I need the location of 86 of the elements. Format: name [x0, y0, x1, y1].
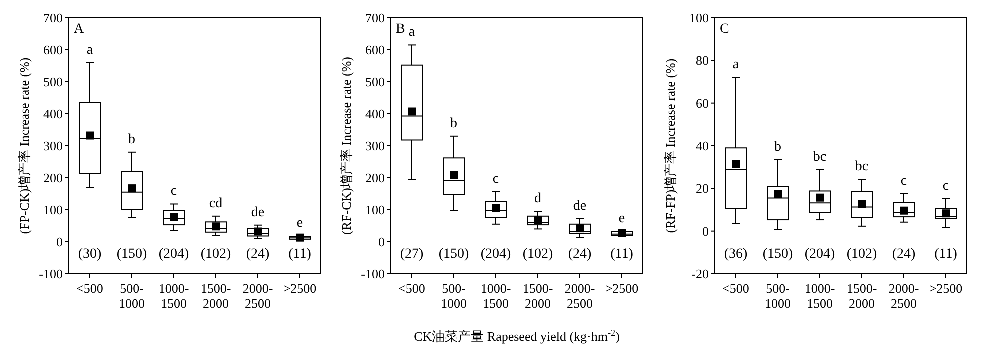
x-tick-label: 1500-2000 — [846, 281, 878, 311]
annotation: c — [492, 172, 500, 187]
y-tick-label: 0 — [702, 224, 709, 239]
annotation: bc — [813, 150, 827, 165]
x-tick-label: >2500 — [605, 281, 639, 296]
y-tick-label: 200 — [44, 170, 63, 186]
y-tick-label: 300 — [366, 138, 385, 154]
x-tick-label: 1000-1500 — [158, 281, 190, 311]
chart-title: A — [74, 22, 85, 37]
y-tick-label: 0 — [56, 234, 63, 250]
y-tick-label: 0 — [378, 234, 385, 250]
annotation: cd — [209, 196, 223, 212]
y-tick-label: 300 — [44, 138, 63, 154]
y-tick-label: 700 — [44, 10, 63, 26]
annotation: (102) — [200, 247, 232, 262]
y-axis-title: (RF-CK)增产率 Increase rate (%) — [339, 57, 354, 235]
annotation: (27) — [400, 247, 424, 262]
annotation: (24) — [246, 247, 270, 262]
annotation: b — [128, 132, 136, 148]
annotation: e — [296, 216, 304, 232]
y-tick-label: 400 — [366, 106, 385, 122]
y-tick-label: 400 — [44, 106, 63, 122]
y-tick-label: 60 — [696, 96, 709, 111]
y-axis-title: (RF-FP)增产率 Increase rate (%) — [663, 58, 678, 234]
chart-title: C — [720, 22, 730, 37]
annotation: (150) — [762, 247, 794, 262]
x-tick-label: 500-1000 — [119, 281, 145, 311]
y-tick-label: 100 — [366, 202, 385, 218]
y-tick-label: -100 — [361, 266, 385, 282]
annotation: (204) — [158, 247, 190, 262]
annotation: c — [900, 174, 908, 189]
x-tick-label: >2500 — [929, 281, 963, 296]
annotation: e — [618, 211, 626, 226]
annotation: (204) — [804, 247, 836, 262]
annotation: a — [86, 42, 94, 58]
annotation: (102) — [522, 247, 554, 262]
x-tick-label: 1000-1500 — [480, 281, 512, 311]
x-tick-label: 2000-2500 — [888, 281, 920, 311]
annotation: de — [573, 198, 587, 214]
annotation: (150) — [438, 247, 470, 262]
y-tick-label: 600 — [366, 42, 385, 58]
annotation: (11) — [288, 247, 312, 262]
annotation: (102) — [846, 247, 878, 262]
y-axis-title: (FP-CK)增产率 Increase rate (%) — [17, 58, 32, 234]
y-tick-label: 20 — [696, 181, 709, 196]
annotation: (11) — [934, 247, 958, 262]
y-tick-label: 700 — [366, 10, 385, 26]
chart-title: B — [396, 22, 406, 37]
annotation: (24) — [892, 247, 916, 262]
y-tick-label: -20 — [692, 266, 709, 282]
annotation: (24) — [568, 247, 592, 262]
x-tick-label: <500 — [76, 281, 104, 296]
annotation: d — [534, 192, 542, 207]
y-tick-label: 200 — [366, 170, 385, 186]
annotation: (36) — [724, 247, 748, 262]
y-tick-label: 80 — [696, 53, 709, 68]
y-tick-label: 500 — [44, 74, 63, 90]
x-tick-label: 2000-2500 — [242, 281, 274, 311]
annotation: c — [170, 184, 178, 200]
annotation: a — [408, 25, 416, 40]
x-tick-label: <500 — [398, 281, 426, 296]
x-tick-label: 500-1000 — [765, 281, 791, 311]
x-tick-label: 1000-1500 — [804, 281, 836, 311]
y-tick-label: 500 — [366, 74, 385, 90]
y-tick-label: 100 — [44, 202, 63, 218]
y-tick-label: 600 — [44, 42, 63, 58]
annotation: b — [774, 140, 782, 155]
x-tick-label: 2000-2500 — [564, 281, 596, 311]
annotation: b — [450, 116, 458, 132]
annotation: (150) — [116, 247, 148, 262]
y-tick-label: 40 — [696, 138, 709, 154]
x-tick-label: 1500-2000 — [200, 281, 232, 311]
annotation: (11) — [610, 247, 634, 262]
y-tick-label: -100 — [39, 266, 63, 282]
annotation: a — [732, 58, 740, 73]
annotation: (30) — [78, 247, 102, 262]
annotation: de — [251, 205, 265, 220]
y-tick-label: 100 — [690, 10, 709, 26]
x-tick-label: <500 — [722, 281, 750, 296]
annotation: c — [942, 178, 950, 194]
annotation: (204) — [480, 247, 512, 262]
x-tick-label: 1500-2000 — [522, 281, 554, 311]
x-axis-title: CK油菜产量 Rapeseed yield (kg·hm$^{-2}$) — [414, 328, 620, 344]
x-tick-label: >2500 — [283, 281, 317, 296]
x-tick-label: 500-1000 — [441, 281, 467, 311]
annotation: bc — [855, 160, 869, 175]
